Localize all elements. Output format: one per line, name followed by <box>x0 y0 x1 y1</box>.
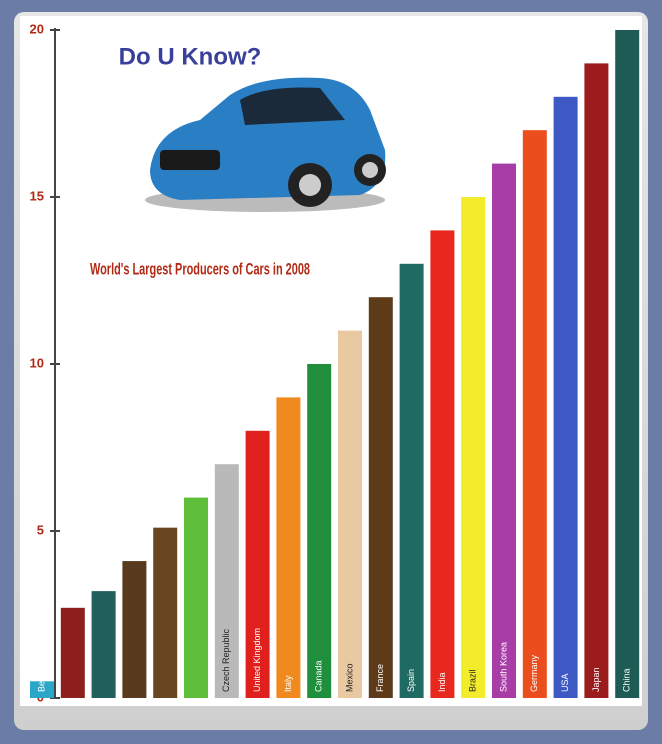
bar <box>369 297 393 698</box>
bar <box>430 230 454 698</box>
bar <box>461 197 485 698</box>
bar <box>400 264 424 698</box>
bar <box>92 591 116 698</box>
bar-label: India <box>437 672 447 692</box>
bar-label: Belgium <box>36 659 46 692</box>
bar <box>584 63 608 698</box>
bar-label: Spain <box>406 669 416 692</box>
bar <box>122 561 146 698</box>
bar-label: Japan <box>591 667 601 692</box>
y-tick-label: 20 <box>30 21 44 36</box>
page: {"chart_data": {"type": "bar", "title": … <box>0 0 662 744</box>
bar <box>184 498 208 698</box>
bar-label: Mexico <box>344 663 354 692</box>
chart-title: Do U Know? <box>119 43 262 70</box>
bar <box>61 608 85 698</box>
bar <box>554 97 578 698</box>
chart: Do U Know? World's Largest Producers of … <box>0 0 662 744</box>
chart-subtitle: World's Largest Producers of Cars in 200… <box>90 259 310 278</box>
bar-label: South Korea <box>498 642 508 692</box>
bar-label: Czech Republic <box>221 628 231 692</box>
bar <box>338 331 362 698</box>
bar <box>276 397 300 698</box>
y-tick-label: 15 <box>30 188 44 203</box>
bar-label: Italy <box>283 675 293 692</box>
bar-label: France <box>375 664 385 692</box>
bar-label: USA <box>560 673 570 692</box>
bar-label: Brazil <box>468 669 478 692</box>
y-tick-label: 10 <box>30 355 44 370</box>
bar <box>615 30 639 698</box>
bar-label: United Kingdom <box>252 628 262 692</box>
bar <box>307 364 331 698</box>
bar-label: Germany <box>529 654 539 692</box>
bar <box>492 164 516 698</box>
bar <box>153 528 177 698</box>
y-tick-label: 5 <box>37 522 44 537</box>
bar <box>523 130 547 698</box>
bar-label: China <box>622 668 632 692</box>
bar-label: Canada <box>314 660 324 692</box>
